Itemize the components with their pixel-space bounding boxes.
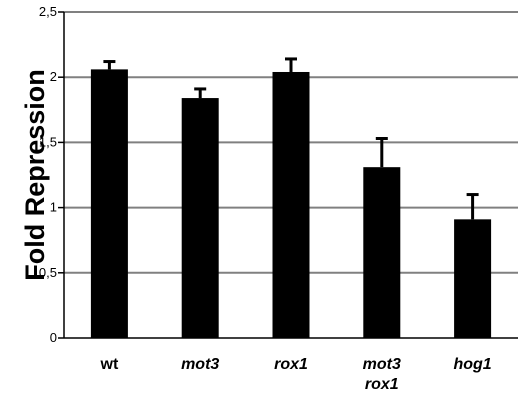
category-label-line: wt [100, 356, 119, 373]
y-tick-labels: 0 0,5 1 1,5 2 2,5 [39, 4, 57, 345]
bars [90, 69, 492, 339]
category-label: hog1 [453, 356, 491, 373]
category-label: mot3 rox1 [363, 356, 401, 393]
category-label: mot3 [181, 356, 219, 373]
category-label-line: rox1 [365, 376, 399, 393]
category-label: rox1 [274, 356, 308, 373]
y-tick-label: 2 [50, 69, 57, 84]
category-label-line: mot3 [363, 356, 401, 373]
category-label: wt [100, 356, 119, 373]
bar [181, 98, 219, 339]
error-bars [103, 57, 479, 220]
bar [272, 71, 310, 338]
y-tick-label: 2,5 [39, 4, 57, 19]
bar [454, 219, 492, 338]
y-axis-title: Fold Repression [20, 69, 50, 281]
y-tick-label: 1,5 [39, 134, 57, 149]
category-label-line: hog1 [453, 356, 491, 373]
axes [58, 11, 518, 339]
y-tick-label: 0,5 [39, 265, 57, 280]
y-tick-label: 1 [50, 200, 57, 215]
y-tick-label: 0 [50, 330, 57, 345]
category-label-line: rox1 [274, 356, 308, 373]
bar [363, 167, 401, 338]
category-label-line: mot3 [181, 356, 219, 373]
bar [90, 69, 128, 338]
category-labels: wt mot3 rox1 mot3 rox1 hog1 [100, 356, 492, 393]
